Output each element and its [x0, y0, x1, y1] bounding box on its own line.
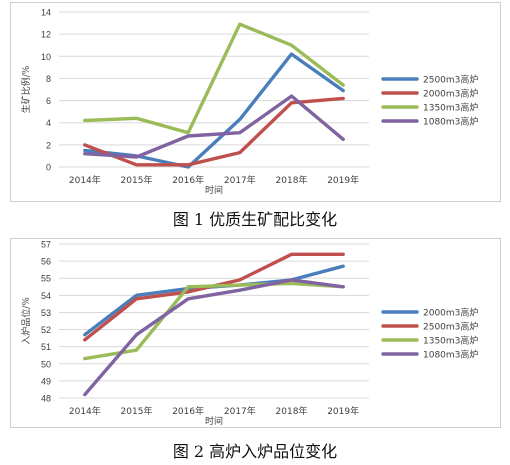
chart-2-caption: 图 2 高炉入炉品位变化 [172, 442, 338, 461]
chart-1-x-tick-label: 2018年 [276, 174, 308, 186]
chart-2-series-line-2 [83, 252, 345, 342]
chart-2-x-tick-label: 2014年 [69, 405, 101, 417]
figure-2: 48 49 50 51 52 53 54 55 56 57 2014年 2015年 2016年 2017年… [0, 236, 510, 465]
chart-2-y-tick-label: 56 [41, 257, 51, 267]
chart-2-x-tick-label: 2015年 [121, 405, 153, 417]
chart-2-y-tick-label: 52 [41, 325, 51, 335]
chart-1-y-tick-label: 6 [46, 96, 51, 106]
chart-1-x-axis-title: 时间 [205, 184, 223, 196]
chart-2-series-line-4 [83, 278, 345, 397]
chart-1-line-chart: 0 2 4 6 8 10 12 14 2014年 2015年 2016年 2017年 2018年 2019… [20, 8, 478, 197]
chart-2-y-tick-label: 53 [41, 308, 51, 318]
chart-2-x-axis: 2014年 2015年 2016年 2017年 2018年 2019年 [69, 405, 359, 417]
chart-2-x-tick-label: 2017年 [224, 405, 256, 417]
chart-2-y-tick-label: 50 [41, 359, 51, 369]
chart-1-legend-label: 1080m3高炉 [423, 116, 478, 128]
figure-1: 0 2 4 6 8 10 12 14 2014年 2015年 2016年 2017年 2018年 2019… [10, 2, 501, 229]
chart-1-caption: 图 1 优质生矿配比变化 [172, 210, 338, 229]
chart-1-x-axis: 2014年 2015年 2016年 2017年 2018年 2019年 [69, 174, 359, 186]
chart-2-series-line-3 [83, 281, 345, 361]
chart-1-y-tick-label: 0 [46, 163, 51, 173]
chart-1-y-tick-label: 2 [46, 140, 51, 150]
chart-1-legend-label: 2500m3高炉 [423, 74, 478, 86]
chart-2-legend-label: 2500m3高炉 [423, 321, 478, 333]
chart-2-y-tick-label: 49 [41, 376, 51, 386]
chart-1-legend-label: 1350m3高炉 [423, 102, 478, 114]
chart-2-series-line-1 [83, 264, 345, 337]
chart-2-line-chart: 48 49 50 51 52 53 54 55 56 57 2014年 2015年 2016年 2017年… [20, 240, 478, 428]
chart-2-legend: 2000m3高炉 2500m3高炉 1350m3高炉 1080m3高炉 [381, 307, 478, 361]
chart-2-y-tick-label: 51 [41, 342, 51, 352]
chart-1-y-tick-label: 12 [41, 30, 51, 40]
chart-2-y-tick-label: 57 [41, 240, 51, 250]
chart-1-legend-label: 2000m3高炉 [423, 88, 478, 100]
chart-1-x-tick-label: 2016年 [172, 174, 204, 186]
chart-2-legend-label: 1080m3高炉 [423, 349, 478, 361]
chart-2-x-axis-title: 时间 [205, 415, 223, 427]
chart-2-y-axis-title: 入炉品位/% [20, 297, 32, 345]
chart-2-x-tick-label: 2018年 [276, 405, 308, 417]
chart-1-x-tick-label: 2015年 [121, 174, 153, 186]
chart-2-legend-label: 2000m3高炉 [423, 307, 478, 319]
chart-1-y-axis-title: 生矿比例/% [20, 65, 32, 113]
chart-1-y-tick-label: 8 [46, 74, 51, 84]
chart-2-y-tick-label: 48 [41, 394, 51, 404]
chart-1-series-line-4 [83, 94, 345, 159]
chart-1-x-tick-label: 2014年 [69, 174, 101, 186]
chart-2-legend-label: 1350m3高炉 [423, 335, 478, 347]
chart-1-x-tick-label: 2017年 [224, 174, 256, 186]
chart-1-x-tick-label: 2019年 [327, 174, 359, 186]
chart-1-y-tick-label: 14 [41, 8, 51, 18]
chart-2-y-tick-label: 54 [41, 291, 51, 301]
chart-1-legend: 2500m3高炉 2000m3高炉 1350m3高炉 1080m3高炉 [381, 74, 478, 128]
chart-1-y-tick-label: 10 [41, 52, 51, 62]
chart-2-y-axis: 48 49 50 51 52 53 54 55 56 57 [41, 240, 369, 404]
chart-2-x-tick-label: 2016年 [172, 405, 204, 417]
chart-2-x-tick-label: 2019年 [327, 405, 359, 417]
chart-1-y-tick-label: 4 [46, 118, 51, 128]
chart-1-series-line-3 [83, 22, 345, 135]
chart-1-series-line-1 [83, 52, 345, 169]
chart-2-y-tick-label: 55 [41, 274, 51, 284]
